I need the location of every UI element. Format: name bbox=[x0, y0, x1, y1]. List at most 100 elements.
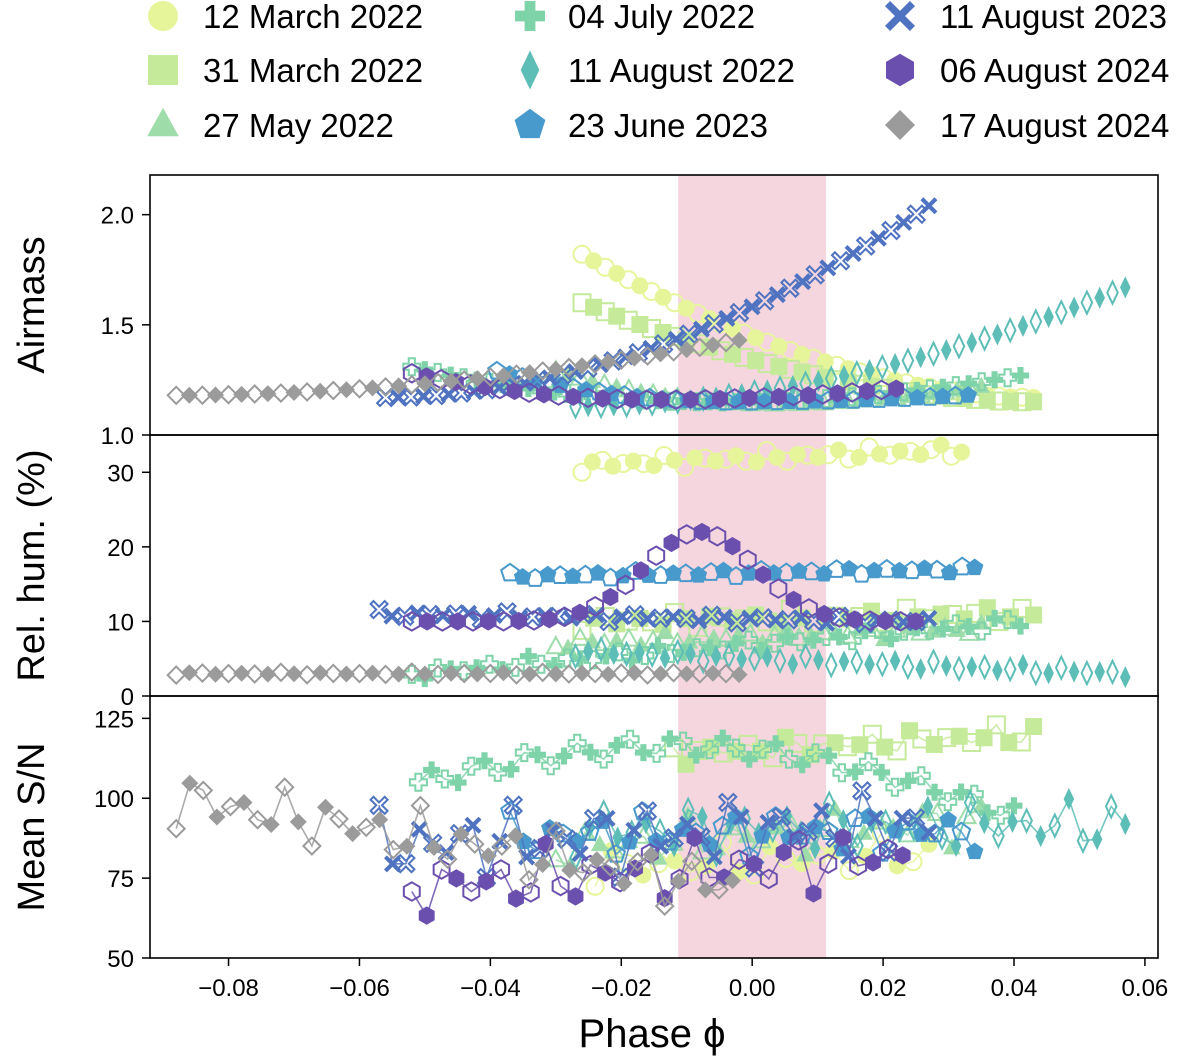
data-point bbox=[654, 288, 672, 306]
data-point bbox=[700, 740, 720, 760]
legend-entry: 27 May 2022 bbox=[147, 107, 394, 144]
legend-entry: 11 August 2023 bbox=[885, 0, 1167, 35]
data-point bbox=[618, 611, 638, 631]
data-point bbox=[624, 452, 642, 470]
data-point bbox=[713, 743, 733, 763]
data-point bbox=[673, 731, 693, 751]
data-point bbox=[502, 760, 520, 778]
data-point bbox=[793, 346, 811, 363]
data-point bbox=[1000, 734, 1018, 752]
data-point bbox=[775, 843, 792, 862]
data-point bbox=[798, 821, 819, 842]
data-point bbox=[668, 835, 680, 858]
data-point bbox=[858, 382, 875, 401]
data-point bbox=[572, 462, 592, 482]
data-point bbox=[442, 372, 460, 390]
data-point bbox=[1094, 286, 1105, 309]
data-point bbox=[820, 747, 838, 765]
data-point bbox=[951, 821, 972, 841]
data-point bbox=[819, 853, 838, 875]
data-point bbox=[963, 789, 977, 816]
y-tick-label: 30 bbox=[107, 460, 134, 487]
data-point bbox=[972, 376, 991, 393]
data-point bbox=[337, 665, 355, 683]
data-point bbox=[869, 229, 887, 247]
data-point bbox=[855, 613, 875, 634]
data-point bbox=[625, 349, 643, 367]
data-point bbox=[1104, 793, 1118, 820]
data-point bbox=[687, 746, 705, 764]
data-point bbox=[642, 846, 660, 864]
data-point bbox=[850, 448, 868, 466]
data-point bbox=[844, 245, 862, 262]
data-point bbox=[480, 367, 501, 388]
y-tick-label: 0 bbox=[121, 684, 134, 711]
data-point bbox=[640, 811, 652, 835]
data-point bbox=[753, 641, 770, 659]
legend-label: 06 August 2024 bbox=[940, 52, 1169, 89]
data-point bbox=[992, 659, 1003, 682]
data-point bbox=[739, 630, 759, 650]
y-axis-label: Airmass bbox=[11, 236, 53, 373]
panel-2-data bbox=[166, 436, 1131, 689]
data-point bbox=[247, 809, 268, 830]
data-point bbox=[1025, 393, 1043, 411]
data-point bbox=[876, 558, 897, 578]
data-point bbox=[887, 741, 907, 761]
data-point bbox=[394, 606, 415, 627]
legend-entry: 04 July 2022 bbox=[515, 0, 755, 35]
data-point bbox=[697, 805, 708, 828]
data-point bbox=[876, 738, 894, 756]
data-point bbox=[816, 604, 833, 624]
data-point bbox=[741, 388, 758, 408]
data-point bbox=[878, 838, 897, 860]
data-point bbox=[390, 377, 408, 395]
data-point bbox=[960, 375, 978, 393]
data-point bbox=[437, 849, 458, 870]
data-point bbox=[637, 665, 658, 685]
data-point bbox=[832, 763, 852, 783]
series bbox=[402, 522, 924, 632]
data-point bbox=[597, 647, 615, 665]
data-point bbox=[1076, 827, 1090, 855]
data-point bbox=[329, 808, 349, 829]
y-axis-label: Mean S/N bbox=[11, 743, 53, 912]
data-point bbox=[1068, 296, 1080, 319]
data-point bbox=[317, 798, 334, 816]
data-point bbox=[546, 821, 567, 841]
data-point bbox=[709, 879, 729, 900]
data-point bbox=[285, 384, 303, 401]
data-point bbox=[218, 663, 239, 684]
data-point bbox=[1025, 606, 1043, 624]
data-point bbox=[746, 854, 762, 874]
data-point bbox=[476, 752, 493, 770]
data-point bbox=[718, 309, 736, 327]
data-point bbox=[830, 250, 851, 271]
data-point bbox=[675, 563, 696, 583]
data-point bbox=[856, 622, 874, 640]
data-point bbox=[647, 545, 666, 567]
data-point bbox=[727, 612, 748, 633]
series bbox=[572, 436, 971, 482]
data-point bbox=[565, 387, 582, 406]
data-point bbox=[738, 549, 757, 571]
data-point bbox=[790, 562, 808, 579]
data-point bbox=[611, 663, 632, 684]
data-point bbox=[166, 818, 187, 839]
data-point bbox=[696, 385, 710, 413]
series bbox=[408, 729, 1023, 825]
legend-entry: 17 August 2024 bbox=[885, 107, 1169, 144]
data-point bbox=[625, 664, 643, 682]
data-point bbox=[669, 872, 687, 890]
data-point bbox=[573, 357, 591, 375]
data-point bbox=[506, 364, 527, 385]
data-point bbox=[972, 621, 992, 641]
data-point bbox=[632, 561, 649, 580]
data-point bbox=[715, 608, 733, 626]
data-point bbox=[402, 881, 421, 902]
data-point bbox=[270, 662, 291, 683]
data-point bbox=[838, 364, 850, 387]
data-point bbox=[865, 853, 881, 872]
data-point bbox=[694, 522, 710, 542]
data-point bbox=[953, 443, 971, 461]
